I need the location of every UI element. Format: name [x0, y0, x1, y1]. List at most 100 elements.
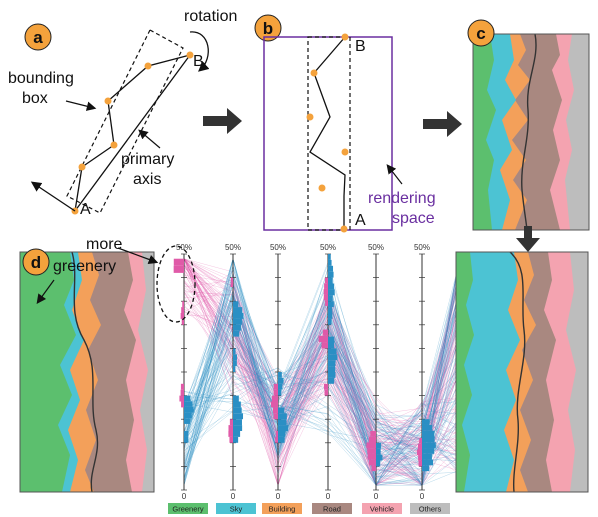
pc-histogram-bar	[278, 383, 283, 390]
pc-axis-top-label: 50%	[414, 243, 430, 252]
primary-axis-label-line2: axis	[133, 171, 161, 188]
pc-axis-top-label: 50%	[320, 243, 336, 252]
pc-histogram-bar	[181, 307, 184, 313]
pc-histogram-bar	[173, 265, 184, 273]
panel-a-trajectory	[74, 54, 191, 212]
pc-histogram-bar	[180, 313, 184, 319]
pc-histogram-bar	[278, 431, 286, 437]
pc-histogram-bar	[328, 348, 337, 355]
panel-d-right-stacked-area	[456, 252, 588, 492]
legend-swatch	[362, 503, 402, 514]
panel-d-left-frame	[19, 251, 155, 493]
pc-histogram-bar	[422, 442, 436, 449]
legend-swatch	[216, 503, 256, 514]
panel-b-badge-label: b	[263, 19, 273, 38]
panel-c-stacked-area	[473, 34, 589, 230]
legend-item-greenery: Greenery	[168, 503, 208, 514]
trajectory-point	[341, 33, 349, 41]
pc-histogram-bar	[328, 336, 335, 343]
pc-histogram-bar	[233, 401, 241, 408]
pc-histogram-bar	[275, 431, 278, 437]
pc-histogram-bar	[376, 442, 381, 449]
panel-d-left: d more greenery	[19, 236, 159, 493]
pc-axis-bottom-label: 0	[374, 492, 379, 501]
legend-swatch	[262, 503, 302, 514]
arrow-b-to-c	[423, 111, 462, 137]
pc-histogram-bar	[228, 431, 233, 437]
legend-label: Greenery	[172, 505, 204, 514]
trajectory-point	[186, 51, 194, 59]
panel-d-right	[455, 251, 589, 493]
pc-histogram-bar	[179, 395, 184, 402]
pc-histogram-bar	[328, 307, 333, 313]
pc-axis-top-label: 50%	[270, 243, 286, 252]
legend-label: Others	[419, 505, 442, 514]
arrow-a-to-b	[203, 108, 242, 134]
pc-histogram-bar	[233, 348, 236, 355]
pc-histogram-bar	[328, 301, 334, 308]
annotation-pointer	[117, 247, 159, 265]
pc-histogram-bar	[278, 436, 285, 443]
legend-item-building: Building	[262, 503, 302, 514]
pc-histogram-bar	[418, 455, 422, 461]
pc-histogram-bar	[328, 354, 338, 361]
rendering-label-line2: space	[392, 210, 435, 227]
pc-histogram-bar	[328, 318, 332, 325]
rotation-label: rotation	[184, 8, 237, 25]
rendering-label-line1: rendering	[368, 190, 436, 207]
legend-item-sky: Sky	[216, 503, 256, 514]
pc-axes: 50% 0 50% 0 50% 0 50% 0 50% 0 50% 0	[173, 243, 436, 501]
pc-histogram-bar	[328, 271, 334, 278]
pc-histogram-bar	[233, 307, 243, 313]
pc-histogram-bar	[328, 259, 332, 266]
panel-c-badge	[467, 19, 495, 47]
pc-histogram-bar	[233, 425, 243, 431]
pc-histogram-bar	[328, 289, 335, 296]
pc-axis-top-label: 50%	[176, 243, 192, 252]
legend-label: Vehicle	[370, 505, 394, 514]
pc-histogram-bar	[233, 360, 237, 367]
annotation-more: more	[86, 236, 123, 253]
pc-histogram-bar	[184, 431, 189, 437]
pc-axis-bottom-label: 0	[326, 492, 331, 501]
panel-b-badge	[254, 14, 282, 42]
annotation-greenery: greenery	[53, 258, 116, 275]
pc-histogram-bar	[233, 330, 240, 337]
pc-histogram-bar	[376, 448, 381, 455]
layer-greenery	[456, 252, 474, 492]
pc-histogram-bar	[369, 459, 376, 466]
pc-axis-bottom-label: 0	[276, 492, 281, 501]
parallel-coordinates: 50% 0 50% 0 50% 0 50% 0 50% 0 50% 0	[156, 243, 457, 501]
pc-histogram-bar	[181, 318, 184, 325]
pc-histogram-bar	[366, 442, 376, 449]
pc-histogram-bar	[180, 383, 184, 390]
pc-histogram-bar	[184, 401, 193, 407]
rotated-axis-arrow	[30, 181, 76, 212]
panel-a-points	[71, 51, 194, 215]
pc-histogram-bar	[422, 419, 430, 425]
pc-histogram-bar	[278, 407, 285, 414]
pc-histogram-bar	[418, 460, 422, 467]
layer-sky	[456, 252, 520, 492]
legend-swatch	[410, 503, 450, 514]
panel-a: a rotation A B bounding box primary axis	[8, 8, 237, 218]
pc-histogram-bar	[233, 395, 239, 402]
bounding-label-pointer	[65, 100, 97, 111]
pc-histogram-bar	[273, 389, 278, 396]
pc-histogram-bar	[228, 425, 233, 431]
panel-c-badge-label: c	[476, 24, 485, 43]
pc-histogram-bar	[180, 389, 184, 396]
pc-histogram-bar	[422, 424, 433, 431]
bounding-box	[66, 29, 184, 214]
highlight-ellipse	[156, 245, 196, 323]
pc-histogram-bar	[321, 342, 328, 349]
pc-histogram-bar	[271, 395, 278, 402]
layer-greenery	[473, 34, 496, 230]
trajectory-point	[306, 113, 314, 121]
pc-histogram-bar	[328, 265, 334, 272]
pc-histogram-bar	[278, 413, 287, 420]
pc-histogram-bar	[278, 377, 284, 384]
pc-histogram-bar	[328, 313, 333, 319]
pc-axis-bottom-label: 0	[420, 492, 425, 501]
pc-histogram-bar	[318, 335, 328, 343]
